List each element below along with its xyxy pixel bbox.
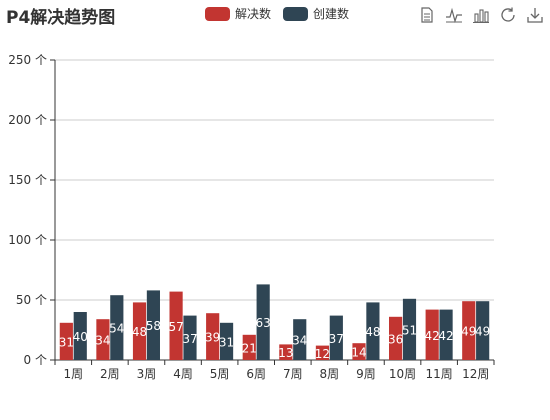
bar-value-label: 49 xyxy=(475,325,490,339)
legend-item-created[interactable]: 创建数 xyxy=(283,5,349,22)
bar-value-label: 36 xyxy=(388,332,403,346)
x-tick-label: 12周 xyxy=(462,367,489,381)
x-tick-label: 4周 xyxy=(173,367,193,381)
bar-resolved[interactable] xyxy=(206,313,220,360)
y-tick-label: 200 个 xyxy=(8,113,47,127)
bar-value-label: 14 xyxy=(351,346,366,360)
bar-value-label: 42 xyxy=(425,329,440,343)
bar-value-label: 34 xyxy=(292,334,307,348)
y-tick-label: 250 个 xyxy=(8,53,47,67)
bar-created[interactable] xyxy=(439,309,453,360)
y-tick-label: 50 个 xyxy=(16,293,47,307)
bar-value-label: 21 xyxy=(242,341,257,355)
legend-swatch-resolved xyxy=(205,6,230,21)
x-tick-label: 10周 xyxy=(389,367,416,381)
bar-value-label: 31 xyxy=(59,335,74,349)
bar-created[interactable] xyxy=(476,301,490,360)
x-tick-label: 11周 xyxy=(425,367,452,381)
bar-value-label: 39 xyxy=(205,331,220,345)
bar-resolved[interactable] xyxy=(389,316,403,360)
grid-lines xyxy=(55,59,494,301)
bar-resolved[interactable] xyxy=(132,302,147,360)
bar-value-label: 37 xyxy=(329,332,344,346)
x-tick-label: 1周 xyxy=(63,367,83,381)
bar-created[interactable] xyxy=(219,322,234,360)
legend-swatch-created xyxy=(283,6,309,21)
data-labels: 31 34 48 57 39 21 13 12 14 36 42 49 40 54 58 37 31 63 34 37… xyxy=(59,316,491,361)
bar-created[interactable] xyxy=(73,312,87,360)
bar-value-label: 40 xyxy=(73,330,88,344)
bar-value-label: 48 xyxy=(365,325,380,339)
bar-resolved[interactable] xyxy=(169,291,183,360)
bars xyxy=(59,284,490,360)
bar-value-label: 49 xyxy=(461,325,476,339)
bar-resolved[interactable] xyxy=(462,301,476,360)
chart-title: P4解决趋势图 xyxy=(6,8,116,28)
x-tick-label: 7周 xyxy=(283,367,303,381)
legend-label-resolved: 解决数 xyxy=(235,7,272,21)
bar-created[interactable] xyxy=(183,315,197,360)
data-view-icon[interactable] xyxy=(418,6,436,24)
bar-created[interactable] xyxy=(256,284,270,360)
bar-resolved[interactable] xyxy=(352,343,366,360)
bar-value-label: 63 xyxy=(256,316,271,330)
x-tick-label: 5周 xyxy=(210,367,230,381)
bar-value-label: 31 xyxy=(219,335,234,349)
y-tick-label: 0 个 xyxy=(24,353,47,367)
bar-value-label: 37 xyxy=(182,332,197,346)
bar-chart-icon[interactable] xyxy=(472,6,490,24)
x-tick-label: 3周 xyxy=(137,367,157,381)
bar-value-label: 13 xyxy=(278,346,293,360)
legend: 解决数 创建数 xyxy=(205,5,349,22)
bar-value-label: 48 xyxy=(132,325,147,339)
line-chart-icon[interactable] xyxy=(445,6,463,24)
bar-resolved[interactable] xyxy=(315,345,330,360)
x-tick-label: 2周 xyxy=(100,367,120,381)
toolbox xyxy=(418,6,544,24)
y-tick-label: 100 个 xyxy=(8,233,47,247)
bar-created[interactable] xyxy=(146,290,160,360)
y-tick-label: 150 个 xyxy=(8,173,47,187)
download-icon[interactable] xyxy=(526,6,544,24)
refresh-icon[interactable] xyxy=(499,6,517,24)
bar-value-label: 34 xyxy=(95,334,110,348)
x-tick-label: 8周 xyxy=(320,367,340,381)
x-tick-label: 6周 xyxy=(246,367,266,381)
axes: 0 个 50 个 100 个 150 个 200 个 250 个 1周 2周 3周 4周 5周 6周 7… xyxy=(8,53,495,381)
bar-resolved[interactable] xyxy=(242,334,256,360)
bar-value-label: 58 xyxy=(146,319,161,333)
bar-resolved[interactable] xyxy=(59,322,73,360)
bar-value-label: 54 xyxy=(109,322,124,336)
bar-created[interactable] xyxy=(110,295,124,360)
bar-value-label: 51 xyxy=(402,323,417,337)
legend-item-resolved[interactable]: 解决数 xyxy=(205,5,271,22)
bar-resolved[interactable] xyxy=(425,309,439,360)
bar-value-label: 57 xyxy=(168,320,183,334)
bar-resolved[interactable] xyxy=(279,344,293,360)
x-tick-label: 9周 xyxy=(356,367,376,381)
bar-created[interactable] xyxy=(293,319,307,360)
bar-created[interactable] xyxy=(366,302,380,360)
bar-created[interactable] xyxy=(402,298,417,360)
bar-created[interactable] xyxy=(329,315,343,360)
legend-label-created: 创建数 xyxy=(313,7,350,21)
bar-resolved[interactable] xyxy=(96,319,110,360)
bar-value-label: 12 xyxy=(315,347,330,361)
bar-value-label: 42 xyxy=(438,329,453,343)
